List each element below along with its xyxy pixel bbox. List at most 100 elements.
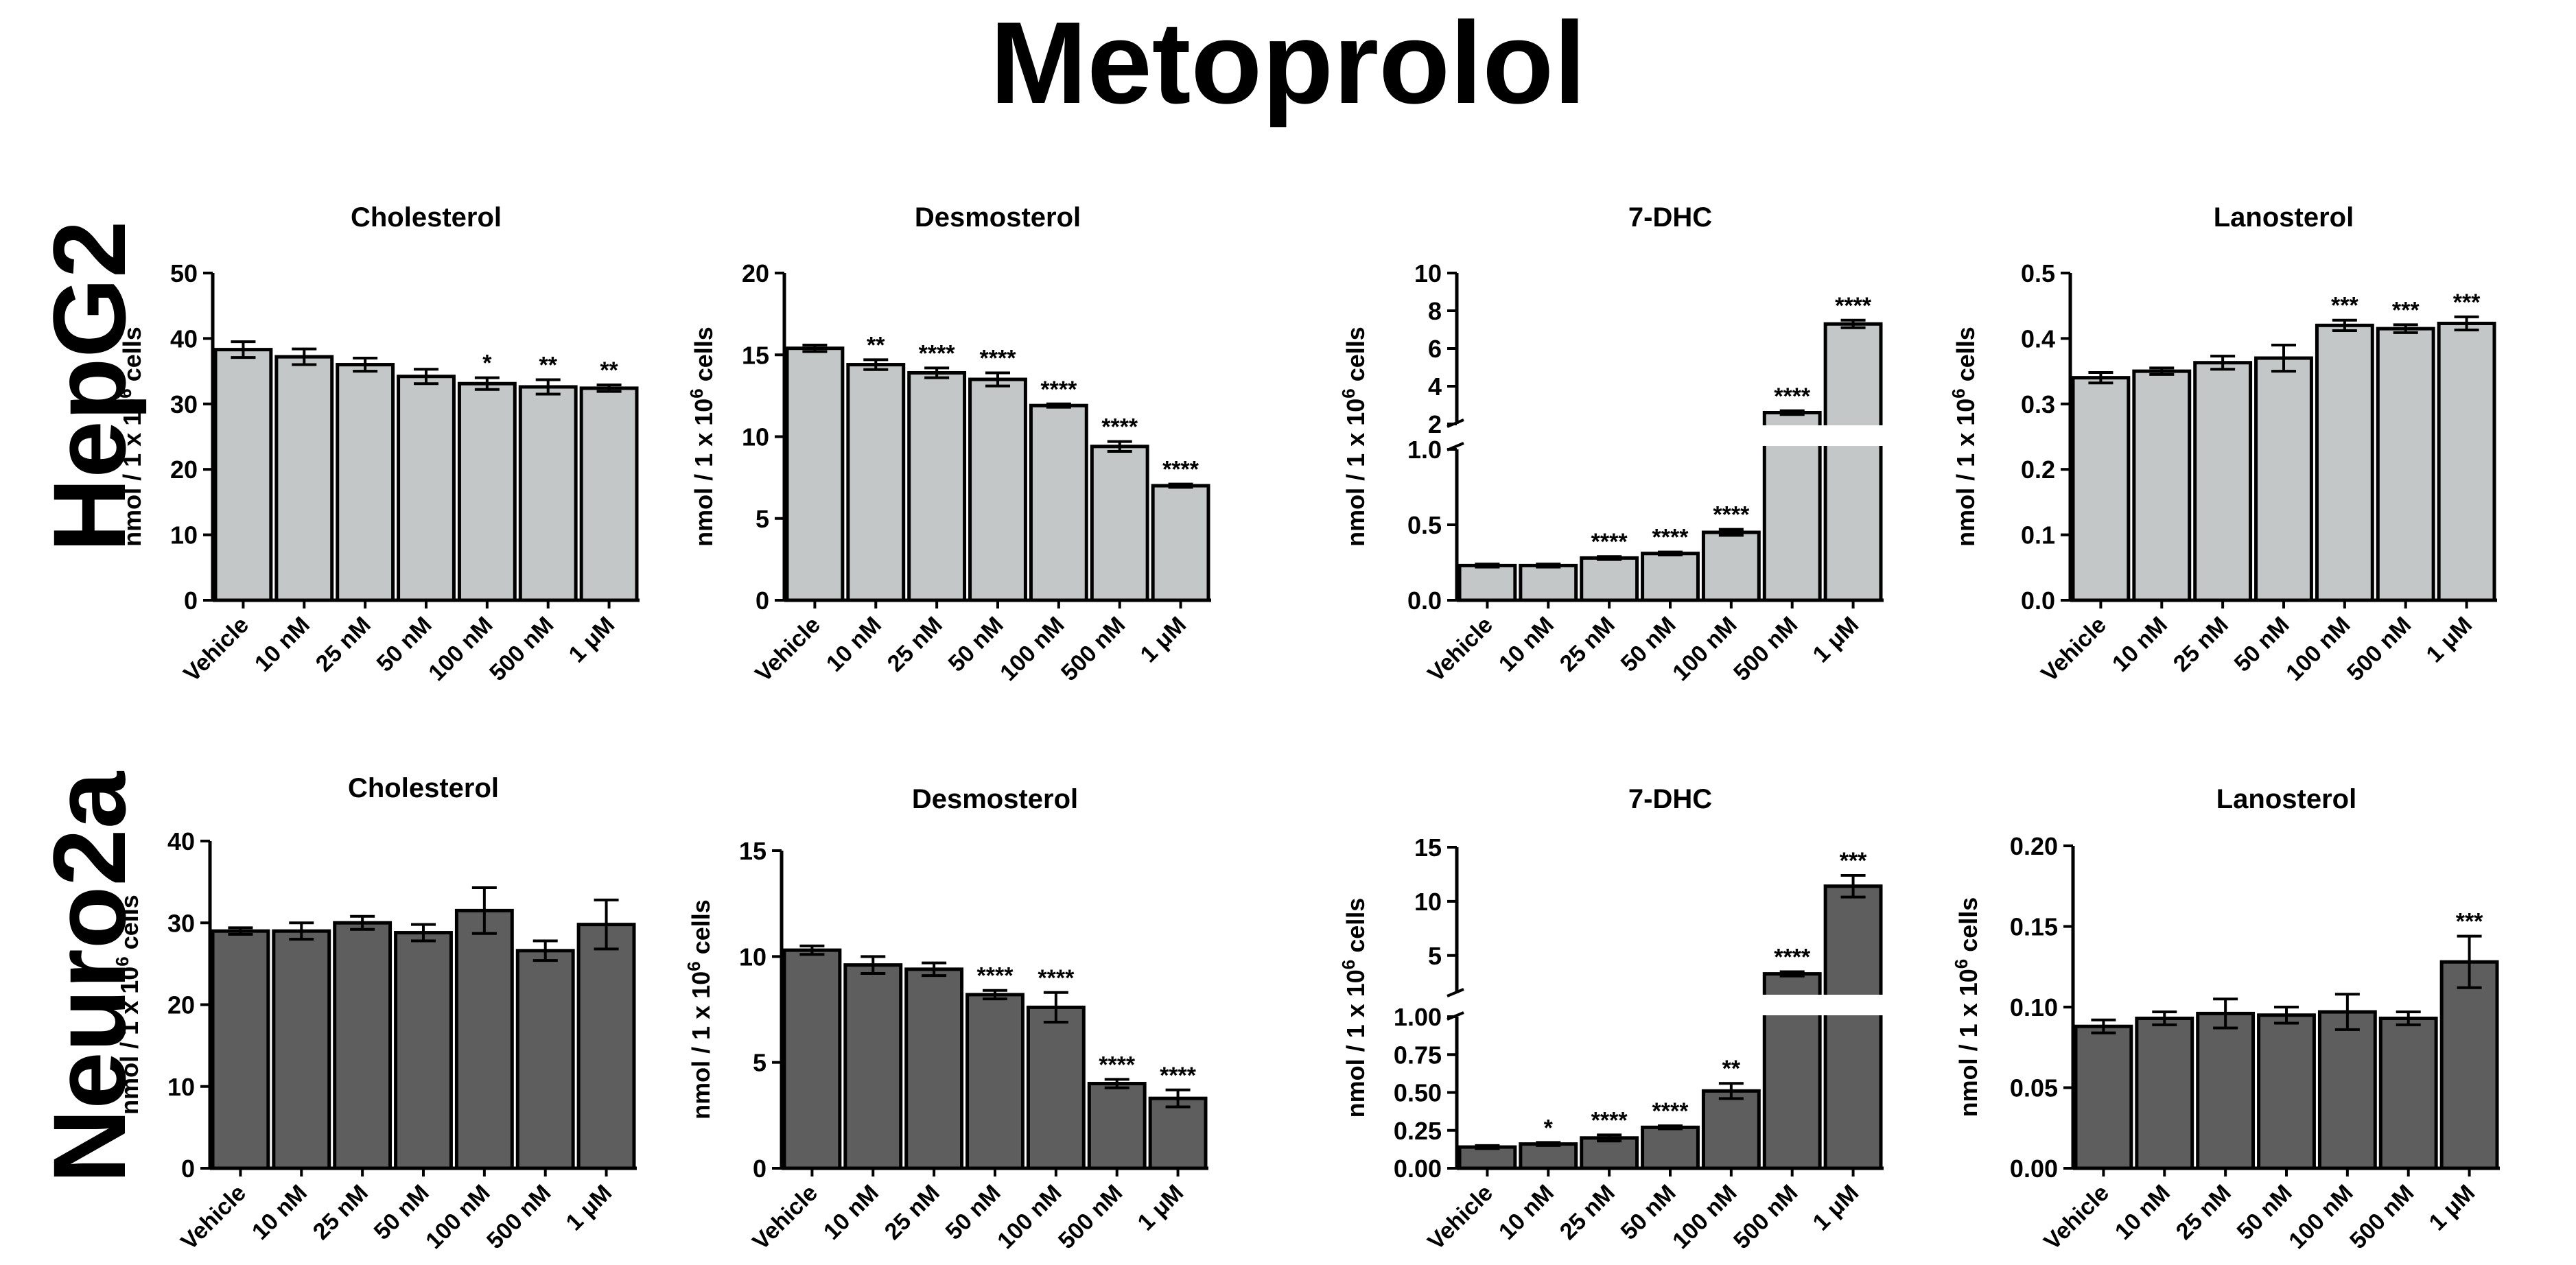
significance-label: **** xyxy=(1835,293,1872,319)
y-tick-label: 5 xyxy=(753,1049,766,1077)
y-axis-label: nmol / 1 x 106 cells xyxy=(1338,898,1370,1118)
x-tick-label: 1 μM xyxy=(2422,612,2478,668)
chart-title: Cholesterol xyxy=(348,773,499,803)
x-tick-label: 25 nM xyxy=(2168,612,2234,677)
bar xyxy=(1519,1142,1578,1170)
y-axis-label: nmol / 1 x 106 cells xyxy=(1338,327,1370,547)
significance-label: * xyxy=(482,351,492,377)
bar xyxy=(2254,356,2313,602)
x-tick-label: 25 nM xyxy=(1555,612,1620,677)
x-tick-label: 500 nM xyxy=(482,1180,556,1254)
x-tick-label: 10 nM xyxy=(250,612,315,677)
significance-label: *** xyxy=(2453,289,2481,316)
x-tick-label: 100 nM xyxy=(995,612,1069,686)
bar xyxy=(1580,556,1639,602)
bar xyxy=(2074,1024,2133,1170)
x-tick-label: 500 nM xyxy=(1053,1180,1127,1254)
x-tick-label: Vehicle xyxy=(747,1180,823,1255)
y-tick-label: 2 xyxy=(1428,410,1442,438)
y-tick-label: 8 xyxy=(1428,297,1442,325)
x-tick-label: 25 nM xyxy=(2171,1180,2236,1245)
bar xyxy=(1641,1125,1700,1170)
bar xyxy=(397,375,456,602)
bar xyxy=(846,363,906,602)
x-tick-label: 100 nM xyxy=(992,1180,1066,1254)
y-tick-label: 0 xyxy=(184,587,198,615)
y-tick-label: 30 xyxy=(170,390,198,418)
bar xyxy=(2193,361,2253,602)
chart-panel: Lanosterol *** *** *** 0.0 0.1 0.2 0.3 0.4 0.5 nmo… xyxy=(1948,202,2497,687)
y-tick-label: 10 xyxy=(167,1073,195,1101)
significance-label: **** xyxy=(1101,414,1138,440)
bar xyxy=(213,348,273,602)
y-tick-label: 50 xyxy=(170,259,198,287)
bar xyxy=(211,929,270,1170)
x-tick-label: 100 nM xyxy=(2284,1180,2358,1254)
x-tick-label: 1 μM xyxy=(1136,612,1192,668)
bar xyxy=(2135,1016,2194,1170)
y-axis-label: nmol / 1 x 106 cells xyxy=(112,895,143,1115)
x-tick-label: 25 nM xyxy=(880,1180,945,1245)
significance-label: *** xyxy=(2456,909,2483,935)
chart-panel: Cholesterol 0 10 20 30 40 nmol / 1 x 106 cells… xyxy=(112,773,637,1255)
y-tick-label: 10 xyxy=(1414,888,1442,916)
y-tick-label: 10 xyxy=(1414,259,1442,287)
bar xyxy=(457,381,517,602)
y-tick-label: 0.00 xyxy=(2010,1155,2058,1183)
bar xyxy=(1151,484,1210,602)
bar xyxy=(2132,369,2192,602)
y-tick-label: 0.5 xyxy=(1407,511,1442,539)
y-tick-label: 20 xyxy=(742,259,769,287)
significance-label: **** xyxy=(980,345,1017,371)
y-tick-label: 15 xyxy=(1414,834,1442,862)
y-axis-label: nmol / 1 x 106 cells xyxy=(1948,327,1980,547)
x-tick-label: Vehicle xyxy=(750,612,826,687)
bar xyxy=(782,948,842,1170)
y-tick-label: 0.3 xyxy=(2021,390,2055,418)
chart-title: Lanosterol xyxy=(2214,202,2354,233)
y-tick-label: 0.05 xyxy=(2010,1074,2058,1102)
bar xyxy=(1457,1145,1517,1170)
y-tick-label: 10 xyxy=(170,521,198,549)
significance-label: **** xyxy=(1040,377,1077,403)
significance-label: **** xyxy=(1774,383,1811,410)
x-tick-label: 10 nM xyxy=(2107,612,2173,677)
bar xyxy=(1641,552,1700,602)
y-tick-label: 30 xyxy=(167,909,195,937)
x-tick-label: 100 nM xyxy=(423,612,497,686)
significance-label: ** xyxy=(600,357,618,383)
x-tick-label: 1 μM xyxy=(564,612,620,668)
x-tick-label: 1 μM xyxy=(1133,1180,1189,1236)
x-tick-label: 100 nM xyxy=(421,1180,495,1254)
y-tick-label: 0.15 xyxy=(2010,913,2058,941)
bar xyxy=(515,949,575,1170)
y-tick-label: 10 xyxy=(739,943,766,971)
bar xyxy=(2439,960,2499,1170)
y-tick-label: 4 xyxy=(1428,373,1442,401)
x-tick-label: 500 nM xyxy=(484,612,559,686)
bar xyxy=(336,363,395,602)
chart-panel: Lanosterol *** 0.00 0.05 0.10 0.15 0.20 nmol / … xyxy=(1951,784,2500,1255)
significance-label: **** xyxy=(1099,1052,1136,1078)
significance-label: **** xyxy=(919,340,956,366)
bar xyxy=(1519,563,1578,602)
y-tick-label: 0.2 xyxy=(2021,456,2055,484)
y-tick-label: 0.4 xyxy=(2021,324,2055,353)
significance-label: ** xyxy=(539,353,557,379)
x-tick-label: 10 nM xyxy=(2110,1180,2175,1245)
bar xyxy=(394,931,453,1170)
chart-panel: Desmosterol **** **** **** **** 0 5 10 15 nmol / … xyxy=(683,784,1208,1255)
x-tick-label: 25 nM xyxy=(311,612,376,677)
bar xyxy=(274,355,334,602)
significance-label: **** xyxy=(1160,1063,1197,1089)
bar xyxy=(1087,1082,1147,1170)
significance-label: *** xyxy=(2331,293,2358,319)
x-tick-label: 1 μM xyxy=(561,1180,618,1236)
y-tick-label: 5 xyxy=(756,505,769,533)
x-tick-label: Vehicle xyxy=(178,612,254,687)
y-axis-label: nmol / 1 x 106 cells xyxy=(683,899,715,1120)
bar xyxy=(968,377,1027,602)
y-tick-label: 0.0 xyxy=(1407,587,1442,615)
bar xyxy=(965,993,1024,1170)
